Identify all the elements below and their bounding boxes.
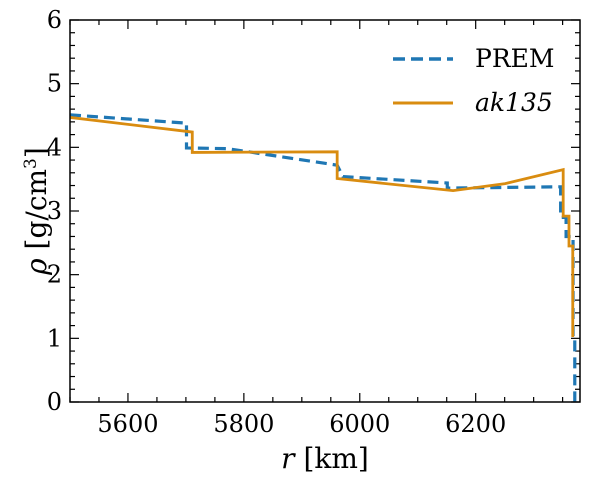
y-axis-symbol: ρ (20, 258, 53, 276)
y-tick-label: 0 (47, 388, 62, 416)
y-tick-label: 5 (47, 70, 62, 98)
legend: PREM ak135 (393, 44, 555, 117)
y-tick-label: 2 (47, 261, 62, 289)
y-axis-label: ρ [g/cm3] (20, 147, 53, 276)
y-axis-unit-close: ] (20, 147, 53, 158)
y-tick-label: 3 (47, 197, 62, 225)
y-tick-label: 4 (47, 133, 62, 161)
x-axis-symbol: r (281, 442, 296, 475)
x-tick-label: 6000 (329, 410, 390, 438)
series-line-prem (70, 113, 577, 402)
y-tick-label: 6 (47, 6, 62, 34)
legend-label-prem: PREM (475, 44, 555, 73)
y-axis-unit: [g/cm (20, 169, 53, 250)
x-tick-label: 6200 (445, 410, 506, 438)
axis-ticks (69, 19, 580, 403)
x-tick-label: 5600 (97, 410, 158, 438)
x-axis-label: r [km] (281, 442, 369, 475)
legend-label-ak135: ak135 (475, 88, 553, 117)
y-tick-label: 1 (47, 324, 62, 352)
tick-labels: 5600 5800 6000 6200 0 1 2 3 4 5 6 (47, 6, 507, 438)
series-line-ak135 (70, 116, 575, 338)
series-layer (70, 113, 577, 402)
x-axis-unit: [km] (303, 442, 368, 475)
y-axis-unit-exponent: 3 (21, 158, 41, 169)
plot-frame (69, 19, 581, 403)
x-tick-label: 5800 (213, 410, 274, 438)
